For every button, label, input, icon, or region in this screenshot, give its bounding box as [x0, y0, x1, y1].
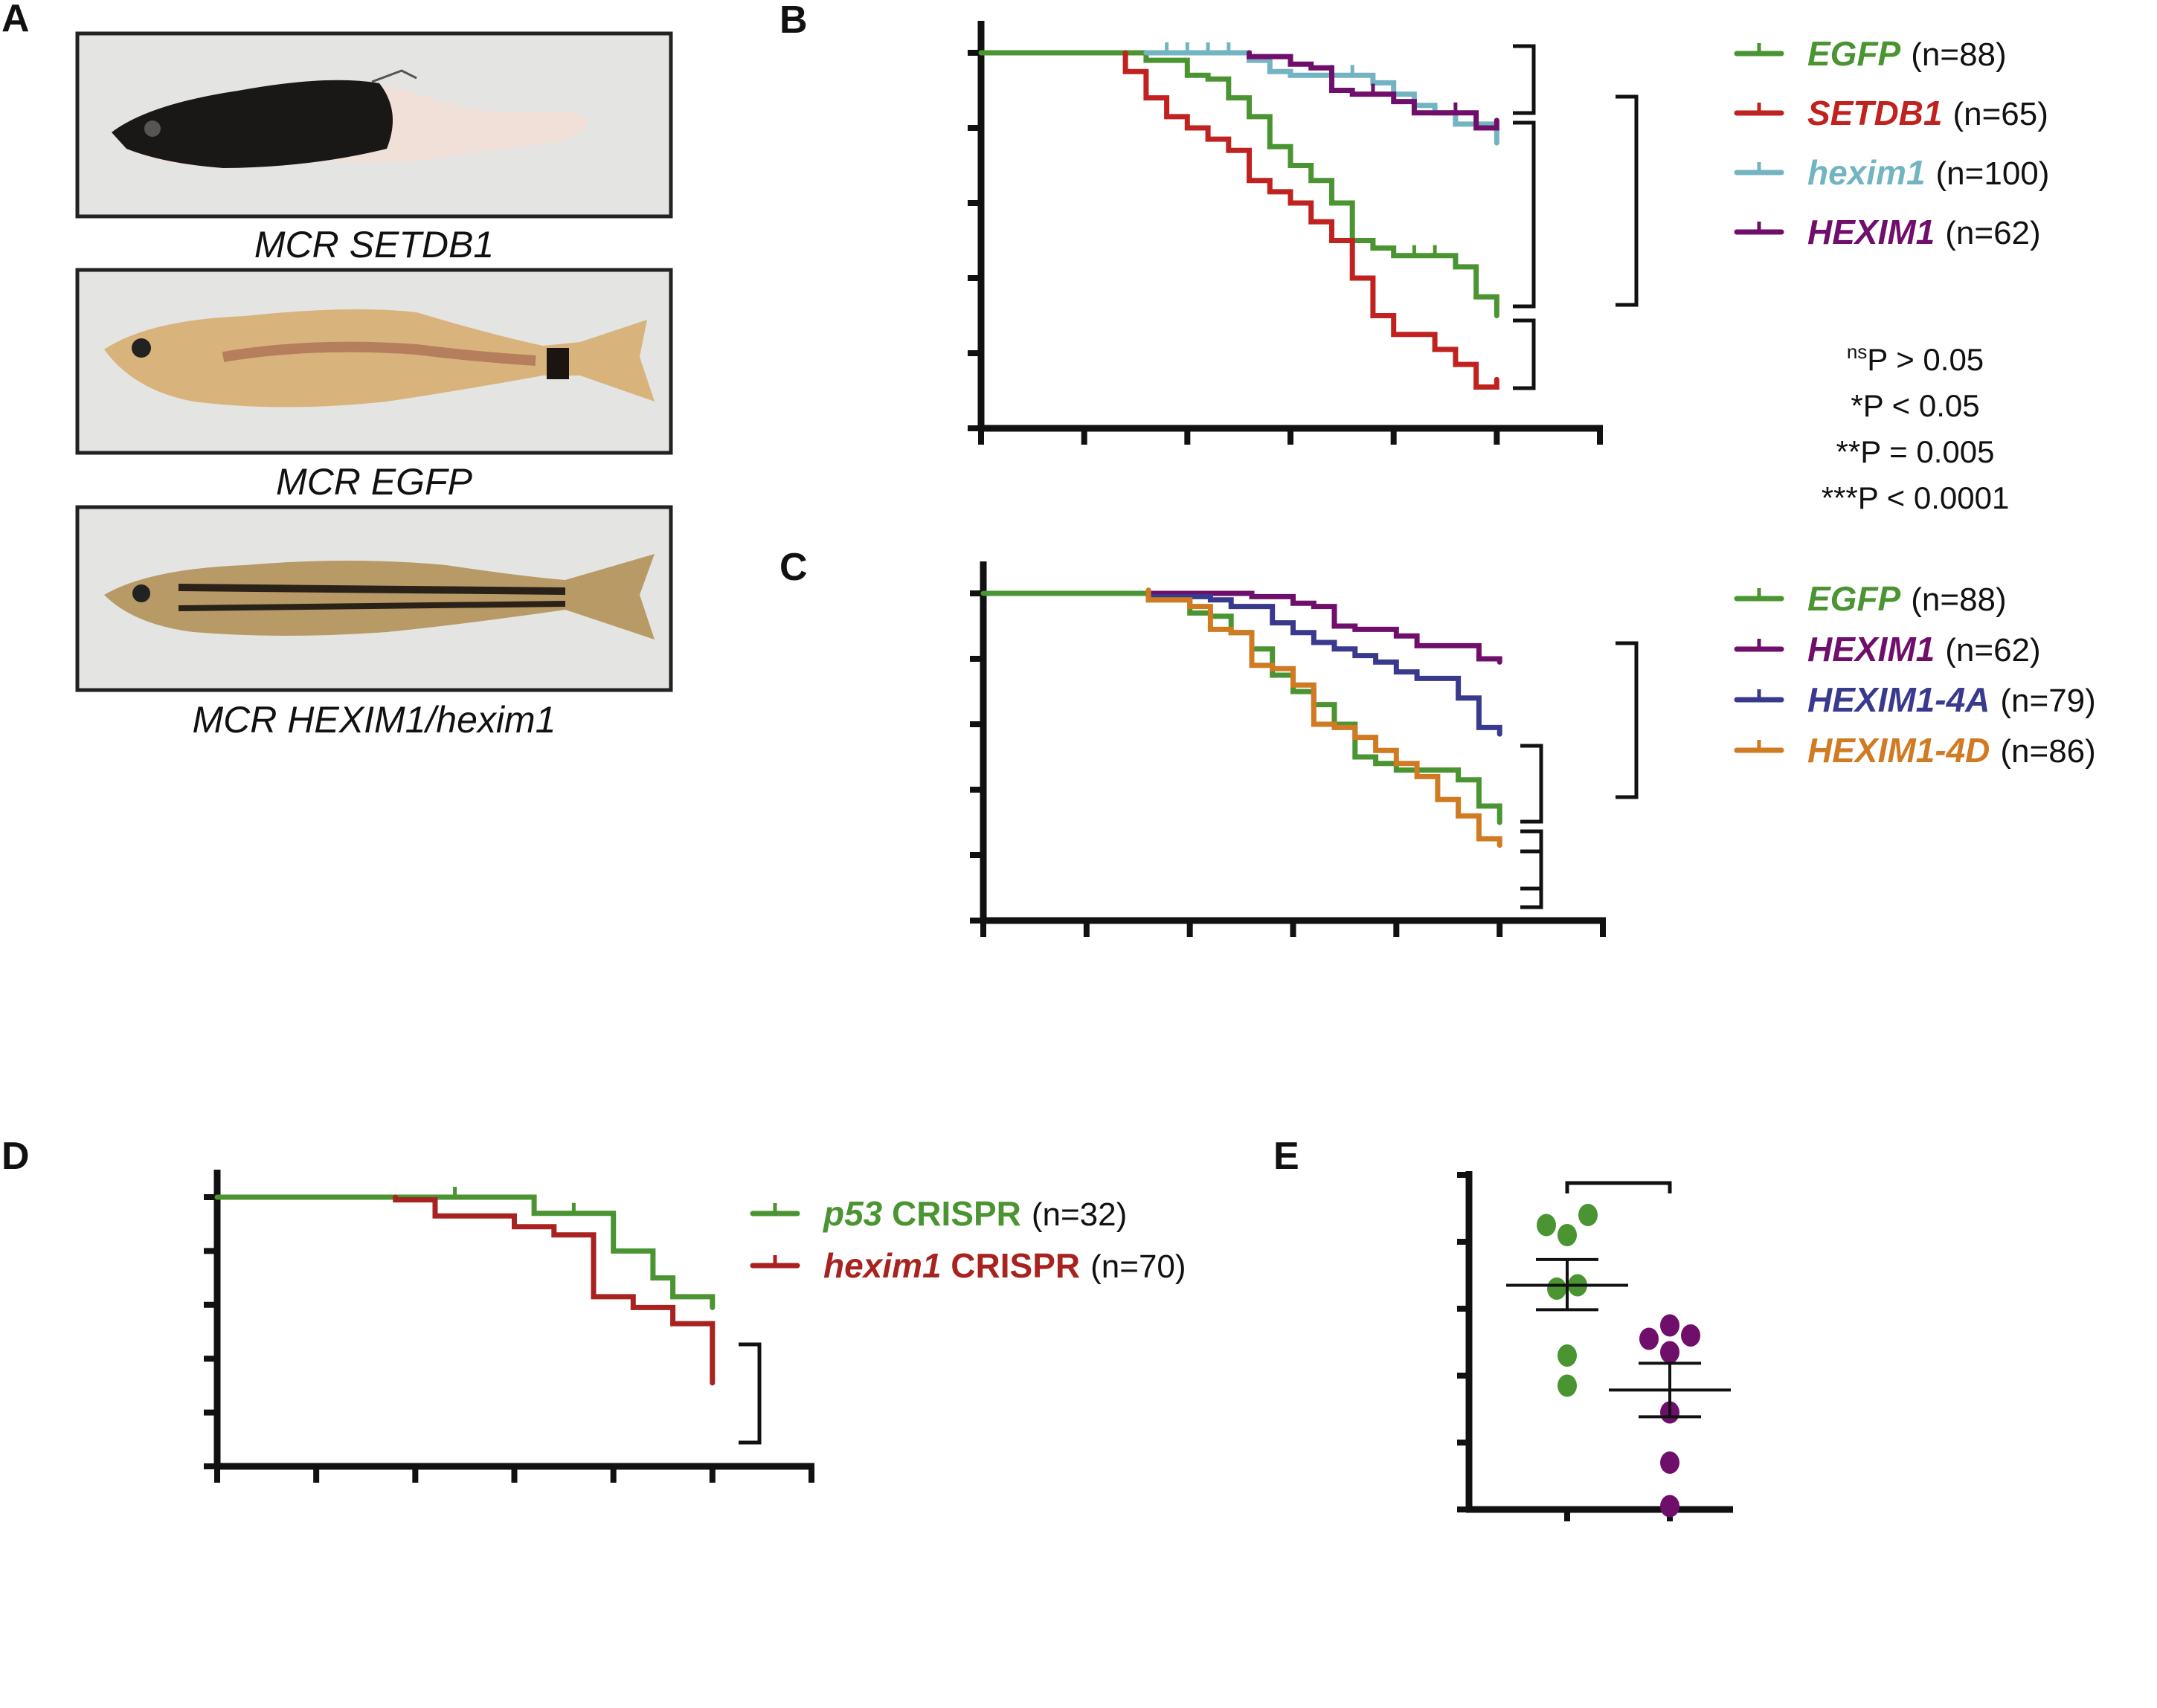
data-point-dox — [1639, 1327, 1659, 1350]
legend-series-name: HEXIM1-4D — [1807, 731, 1990, 770]
fish-photo-hexim1 — [75, 505, 673, 692]
data-point-dox — [1660, 1495, 1679, 1518]
data-point-nodox — [1558, 1344, 1577, 1367]
bracket-outer-triple-star — [1616, 641, 1639, 799]
fish-caption-egfp: MCR EGFP — [276, 461, 473, 503]
bracket-ns — [1513, 44, 1536, 115]
legend-series-name: hexim1 — [823, 1246, 942, 1285]
p-value-text: P > 0.05 — [1867, 342, 1984, 377]
panel-letter-b: B — [779, 0, 808, 42]
legend-n-count: (n=62) — [1945, 632, 2040, 668]
legend-series-suffix: CRISPR — [882, 1194, 1021, 1233]
p-value-text: ***P < 0.0001 — [1822, 480, 2010, 515]
legend-label-hexim1-4d: HEXIM1-4D (n=86) — [1807, 731, 2096, 770]
legend-n-count: (n=70) — [1090, 1248, 1186, 1285]
survival-curve-setdb1 — [1122, 50, 1499, 390]
legend-n-count: (n=32) — [1032, 1196, 1127, 1233]
legend-series-name: hexim1 — [1807, 153, 1926, 192]
legend-series-name: EGFP — [1807, 579, 1901, 618]
legend-label-hexim1: HEXIM1 (n=62) — [1807, 213, 2041, 251]
legend-n-count: (n=62) — [1945, 215, 2040, 251]
bracket-single-star — [739, 1342, 762, 1445]
legend-series-name: HEXIM1 — [1807, 630, 1935, 668]
survival-curve-hexim1 — [393, 1194, 716, 1386]
chart-b: EGFP (n=88)SETDB1 (n=65)hexim1 (n=100)HEXIM… — [968, 21, 2049, 515]
p-value-text: **P = 0.005 — [1836, 434, 1995, 469]
bracket-triple-star — [1520, 829, 1543, 909]
stats-p-value: *P < 0.05 — [1851, 388, 1979, 423]
data-point-nodox — [1537, 1214, 1556, 1237]
legend-series-name: HEXIM1-4A — [1807, 680, 1990, 719]
legend-label-egfp: EGFP (n=88) — [1807, 579, 2007, 618]
legend-n-count: (n=79) — [2000, 683, 2095, 719]
stats-p-value: ***P < 0.0001 — [1822, 480, 2010, 515]
bracket-outer-triple-star — [1616, 94, 1639, 307]
legend-series-name: HEXIM1 — [1807, 213, 1935, 251]
p-value-text: *P < 0.05 — [1851, 388, 1979, 423]
stats-p-value: nsP > 0.05 — [1847, 341, 1984, 377]
legend-series-name: EGFP — [1807, 34, 1901, 73]
bracket-single-star — [1520, 744, 1543, 824]
stats-p-value: **P = 0.005 — [1836, 434, 1995, 469]
legend-n-count: (n=65) — [1952, 96, 2048, 132]
legend-n-count: (n=88) — [1911, 581, 2006, 618]
survival-curve-hexim1-4a — [1145, 590, 1502, 737]
panel-a: A MCR SETDB1 MCR EGFP MCR HEXIM1/hexim1 — [1, 0, 673, 741]
legend-n-count: (n=86) — [2000, 733, 2095, 770]
survival-curve-hexim1 — [1247, 50, 1499, 131]
legend-series-name: p53 — [822, 1194, 883, 1233]
panel-letter-c: C — [779, 546, 808, 589]
comparison-bracket — [1565, 1181, 1672, 1193]
fish-caption-setdb1: MCR SETDB1 — [254, 224, 494, 265]
legend-n-count: (n=100) — [1936, 155, 2050, 192]
data-point-nodox — [1578, 1204, 1598, 1226]
data-point-dox — [1660, 1341, 1679, 1364]
legend-label-hexim1: HEXIM1 (n=62) — [1807, 630, 2041, 668]
bracket-double-star — [1513, 318, 1536, 390]
legend-series-name: SETDB1 — [1807, 94, 1942, 132]
p-value-prefix: ns — [1847, 341, 1867, 363]
bracket-triple-star — [1513, 120, 1536, 309]
legend-n-count: (n=88) — [1911, 36, 2006, 73]
panel-letter-a: A — [1, 0, 30, 40]
legend-label-egfp: EGFP (n=88) — [1807, 34, 2007, 73]
data-point-dox — [1681, 1324, 1700, 1347]
survival-curve-egfp — [980, 590, 1502, 825]
data-point-dox — [1660, 1451, 1679, 1474]
fish-photo-setdb1 — [75, 31, 673, 219]
legend-series-suffix: CRISPR — [942, 1246, 1081, 1285]
legend-label-hexim1: hexim1 CRISPR (n=70) — [823, 1246, 1186, 1285]
chart-e — [1457, 1171, 1733, 1521]
panel-letter-e: E — [1273, 1135, 1299, 1178]
survival-curve-hexim1-4d — [1145, 587, 1502, 848]
chart-d: p53 CRISPR (n=32)hexim1 CRISPR (n=70) — [204, 1170, 1186, 1483]
data-point-nodox — [1547, 1277, 1566, 1300]
data-point-nodox — [1558, 1224, 1577, 1246]
bracket-ns — [1520, 849, 1543, 891]
survival-curve-p53 — [214, 1194, 716, 1310]
legend-label-setdb1: SETDB1 (n=65) — [1807, 94, 2048, 132]
survival-curve-hexim1 — [1145, 590, 1502, 665]
legend-label-hexim1: hexim1 (n=100) — [1807, 153, 2049, 192]
panel-letter-d: D — [1, 1135, 30, 1178]
data-point-nodox — [1558, 1374, 1577, 1397]
legend-label-p53: p53 CRISPR (n=32) — [822, 1194, 1127, 1233]
survival-curve-egfp — [978, 50, 1499, 318]
chart-c: EGFP (n=88)HEXIM1 (n=62)HEXIM1-4A (n=79)HEX… — [970, 561, 2096, 937]
fish-photo-egfp — [75, 268, 673, 455]
fish-caption-hexim1: MCR HEXIM1/hexim1 — [193, 699, 556, 741]
data-point-dox — [1660, 1314, 1679, 1337]
legend-label-hexim1-4a: HEXIM1-4A (n=79) — [1807, 680, 2096, 719]
